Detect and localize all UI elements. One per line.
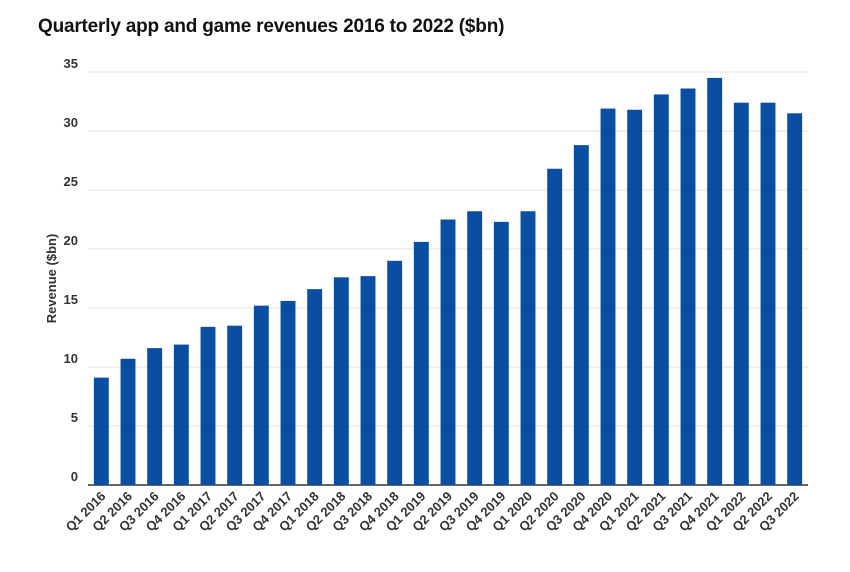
y-axis-title: Revenue ($bn) xyxy=(44,234,59,324)
bar xyxy=(280,300,296,485)
bar xyxy=(493,221,509,486)
y-tick-label: 0 xyxy=(71,469,78,484)
chart-title: Quarterly app and game revenues 2016 to … xyxy=(38,16,505,37)
bar xyxy=(680,88,696,486)
bar xyxy=(707,77,723,486)
bar xyxy=(387,260,403,485)
bar xyxy=(227,325,243,485)
bar xyxy=(547,168,563,485)
bar xyxy=(573,145,589,485)
bar xyxy=(120,358,136,485)
bar xyxy=(733,102,749,486)
bar xyxy=(627,109,643,485)
y-tick-label: 5 xyxy=(71,410,78,425)
bar xyxy=(520,211,536,486)
bar xyxy=(173,344,189,485)
bar xyxy=(440,219,456,485)
y-tick-label: 15 xyxy=(64,292,78,307)
y-tick-label: 25 xyxy=(64,174,78,189)
bar xyxy=(307,289,323,485)
bar xyxy=(653,94,669,486)
y-tick-label: 30 xyxy=(64,115,78,130)
bar xyxy=(413,241,429,485)
bar xyxy=(93,377,109,485)
bar xyxy=(787,113,803,486)
y-tick-labels: 0 5 10 15 20 25 30 35 xyxy=(64,56,78,484)
bar xyxy=(200,326,216,485)
bar xyxy=(253,305,269,485)
bars xyxy=(93,77,803,486)
y-tick-label: 20 xyxy=(64,233,78,248)
bar xyxy=(147,348,163,485)
y-tick-label: 10 xyxy=(64,351,78,366)
bar xyxy=(600,108,616,485)
bar xyxy=(333,277,349,485)
bar xyxy=(360,276,376,485)
bar xyxy=(760,102,776,486)
bar xyxy=(467,211,483,486)
y-tick-label: 35 xyxy=(64,56,78,71)
